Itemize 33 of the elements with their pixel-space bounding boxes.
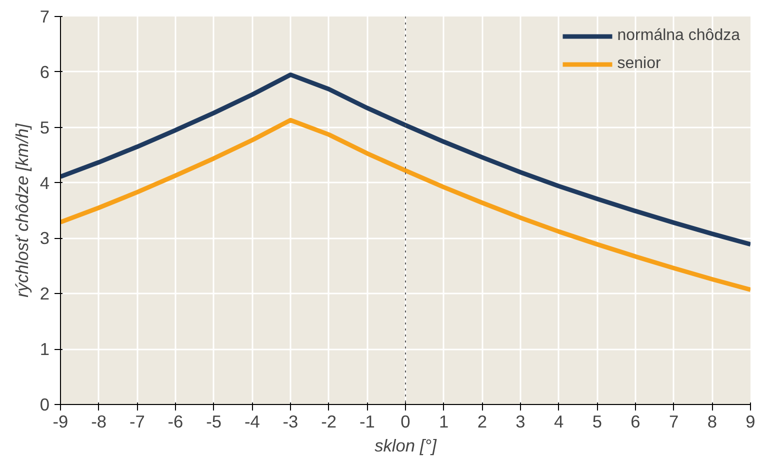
x-tick-label: -7 — [129, 412, 145, 432]
y-tick-label: 5 — [40, 117, 50, 138]
x-tick-label: 9 — [746, 412, 756, 432]
y-tick-label: 7 — [40, 6, 50, 26]
y-tick-label: 6 — [40, 62, 50, 82]
line-series — [60, 118, 750, 292]
y-tick-label: 3 — [40, 228, 50, 248]
x-tick-label: 8 — [707, 412, 717, 432]
x-tick-label: -8 — [91, 412, 107, 432]
x-tick-label: 7 — [669, 412, 679, 432]
y-tick-label: 4 — [40, 172, 50, 193]
x-tick-label: 4 — [554, 412, 564, 432]
y-tick-label: 0 — [40, 394, 50, 414]
x-tick-label: 5 — [592, 412, 602, 432]
x-tick-label: 0 — [400, 412, 410, 432]
x-tick-label: 3 — [516, 412, 526, 432]
y-tick-label: 1 — [40, 339, 50, 360]
x-tick-label: -2 — [321, 412, 337, 432]
x-tick-label: -4 — [244, 412, 260, 432]
y-axis-title: rýchlosť chôdze [km/h] — [12, 122, 32, 298]
x-tick-label: 2 — [477, 412, 487, 432]
x-tick-label: 6 — [630, 412, 640, 432]
x-tick-label: 1 — [439, 412, 449, 432]
legend-label: normálna chôdza — [617, 27, 740, 45]
y-tick-label: 2 — [40, 284, 50, 304]
x-tick-label: -1 — [359, 412, 375, 432]
x-tick-label: -6 — [168, 412, 184, 432]
legend-label: senior — [617, 55, 661, 73]
x-axis-title: sklon [°] — [374, 436, 438, 456]
x-tick-label: -3 — [282, 412, 298, 432]
x-tick-label: -5 — [206, 412, 222, 432]
line-series — [60, 72, 750, 247]
x-tick-label: -9 — [52, 412, 68, 432]
